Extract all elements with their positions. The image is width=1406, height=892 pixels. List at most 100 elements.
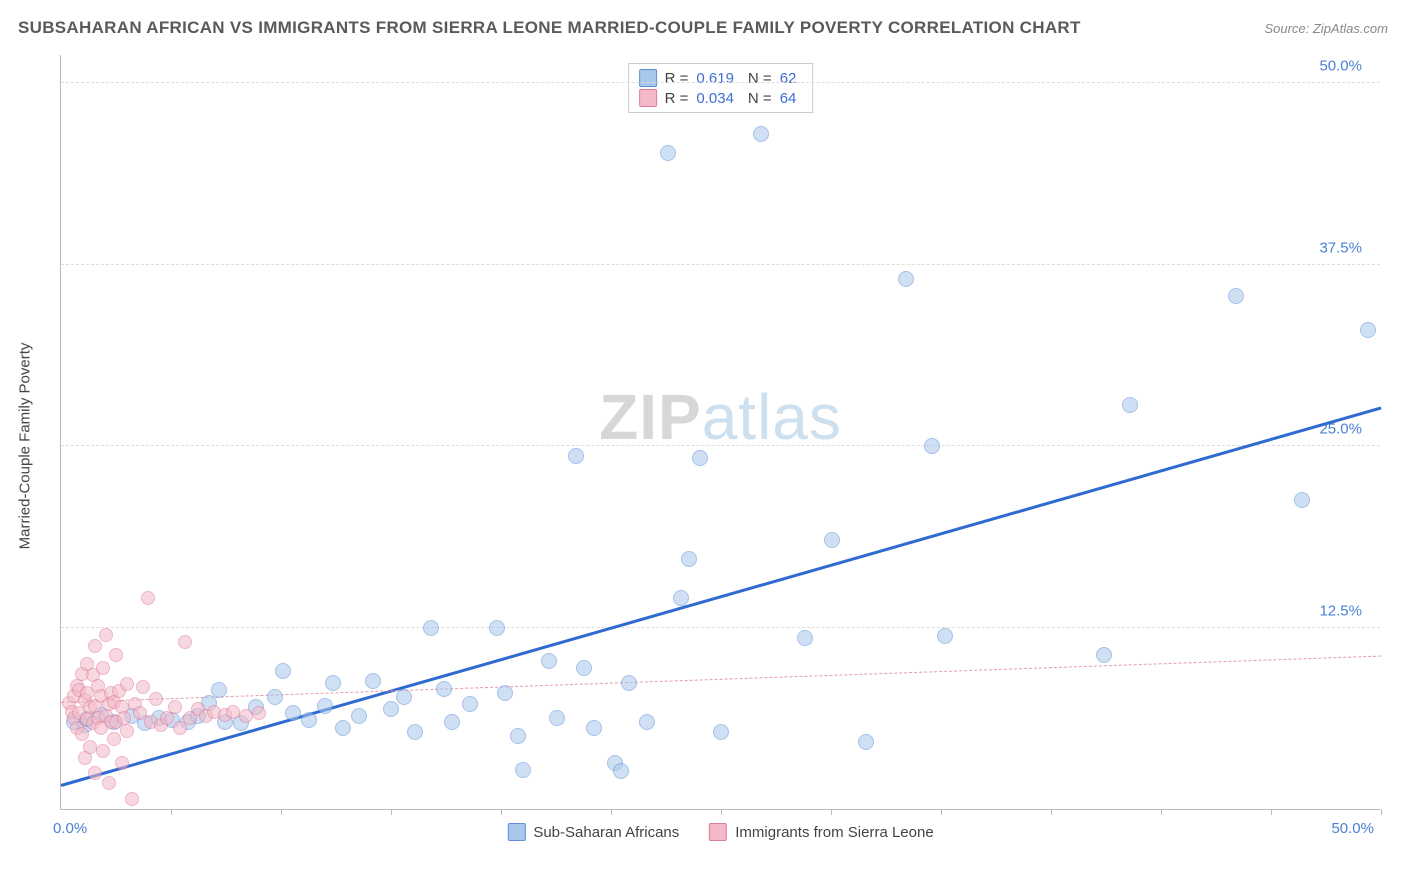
data-point xyxy=(107,732,121,746)
x-tick xyxy=(1051,809,1052,815)
data-point xyxy=(267,689,283,705)
chart-title: SUBSAHARAN AFRICAN VS IMMIGRANTS FROM SI… xyxy=(18,18,1081,38)
data-point xyxy=(75,727,89,741)
data-point xyxy=(753,126,769,142)
data-point xyxy=(125,792,139,806)
data-point xyxy=(239,709,253,723)
data-point xyxy=(102,776,116,790)
data-point xyxy=(515,762,531,778)
data-point xyxy=(149,692,163,706)
legend-swatch-icon xyxy=(639,89,657,107)
data-point xyxy=(88,639,102,653)
data-point xyxy=(924,438,940,454)
data-point xyxy=(660,145,676,161)
data-point xyxy=(285,705,301,721)
data-point xyxy=(178,635,192,649)
data-point xyxy=(1096,647,1112,663)
data-point xyxy=(858,734,874,750)
legend-swatch-icon xyxy=(709,823,727,841)
data-point xyxy=(462,696,478,712)
data-point xyxy=(489,620,505,636)
data-point xyxy=(613,763,629,779)
data-point xyxy=(549,710,565,726)
x-tick xyxy=(501,809,502,815)
x-tick xyxy=(391,809,392,815)
data-point xyxy=(351,708,367,724)
data-point xyxy=(692,450,708,466)
legend-swatch-icon xyxy=(507,823,525,841)
data-point xyxy=(99,628,113,642)
source-attribution: Source: ZipAtlas.com xyxy=(1264,21,1388,36)
data-point xyxy=(1122,397,1138,413)
data-point xyxy=(136,680,150,694)
data-point xyxy=(713,724,729,740)
data-point xyxy=(541,653,557,669)
data-point xyxy=(436,681,452,697)
x-tick xyxy=(611,809,612,815)
y-tick-label: 50.0% xyxy=(1319,58,1362,75)
legend-item: Sub-Saharan Africans xyxy=(507,823,679,841)
x-tick xyxy=(171,809,172,815)
data-point xyxy=(639,714,655,730)
data-point xyxy=(396,689,412,705)
data-point xyxy=(673,590,689,606)
data-point xyxy=(173,721,187,735)
data-point xyxy=(109,648,123,662)
data-point xyxy=(226,705,240,719)
data-point xyxy=(1360,322,1376,338)
data-point xyxy=(96,744,110,758)
data-point xyxy=(317,698,333,714)
watermark: ZIPatlas xyxy=(599,380,842,454)
gridline xyxy=(61,82,1380,83)
data-point xyxy=(120,724,134,738)
y-axis-label: Married-Couple Family Poverty xyxy=(17,343,34,550)
data-point xyxy=(824,532,840,548)
correlation-legend: R = 0.619 N = 62 R = 0.034 N = 64 xyxy=(628,63,814,113)
data-point xyxy=(120,677,134,691)
x-tick xyxy=(1161,809,1162,815)
data-point xyxy=(510,728,526,744)
data-point xyxy=(383,701,399,717)
data-point xyxy=(117,711,131,725)
data-point xyxy=(301,712,317,728)
x-tick xyxy=(831,809,832,815)
data-point xyxy=(88,766,102,780)
legend-row-series-b: R = 0.034 N = 64 xyxy=(639,88,803,108)
legend-item: Immigrants from Sierra Leone xyxy=(709,823,933,841)
gridline xyxy=(61,264,1380,265)
data-point xyxy=(568,448,584,464)
x-tick xyxy=(1271,809,1272,815)
legend-row-series-a: R = 0.619 N = 62 xyxy=(639,68,803,88)
x-tick xyxy=(281,809,282,815)
data-point xyxy=(937,628,953,644)
y-tick-label: 37.5% xyxy=(1319,239,1362,256)
data-point xyxy=(275,663,291,679)
data-point xyxy=(335,720,351,736)
data-point xyxy=(1294,492,1310,508)
data-point xyxy=(797,630,813,646)
x-tick xyxy=(941,809,942,815)
legend-swatch-icon xyxy=(639,69,657,87)
data-point xyxy=(586,720,602,736)
data-point xyxy=(621,675,637,691)
data-point xyxy=(365,673,381,689)
data-point xyxy=(168,700,182,714)
data-point xyxy=(252,706,266,720)
data-point xyxy=(1228,288,1244,304)
x-tick xyxy=(1381,809,1382,815)
data-point xyxy=(115,756,129,770)
data-point xyxy=(83,740,97,754)
chart-header: SUBSAHARAN AFRICAN VS IMMIGRANTS FROM SI… xyxy=(18,18,1388,38)
x-tick xyxy=(721,809,722,815)
data-point xyxy=(325,675,341,691)
data-point xyxy=(211,682,227,698)
data-point xyxy=(96,661,110,675)
x-axis-min-label: 0.0% xyxy=(53,820,87,837)
data-point xyxy=(444,714,460,730)
data-point xyxy=(407,724,423,740)
series-legend: Sub-Saharan Africans Immigrants from Sie… xyxy=(507,823,933,841)
data-point xyxy=(497,685,513,701)
gridline xyxy=(61,445,1380,446)
data-point xyxy=(423,620,439,636)
trend-line xyxy=(61,656,1381,703)
